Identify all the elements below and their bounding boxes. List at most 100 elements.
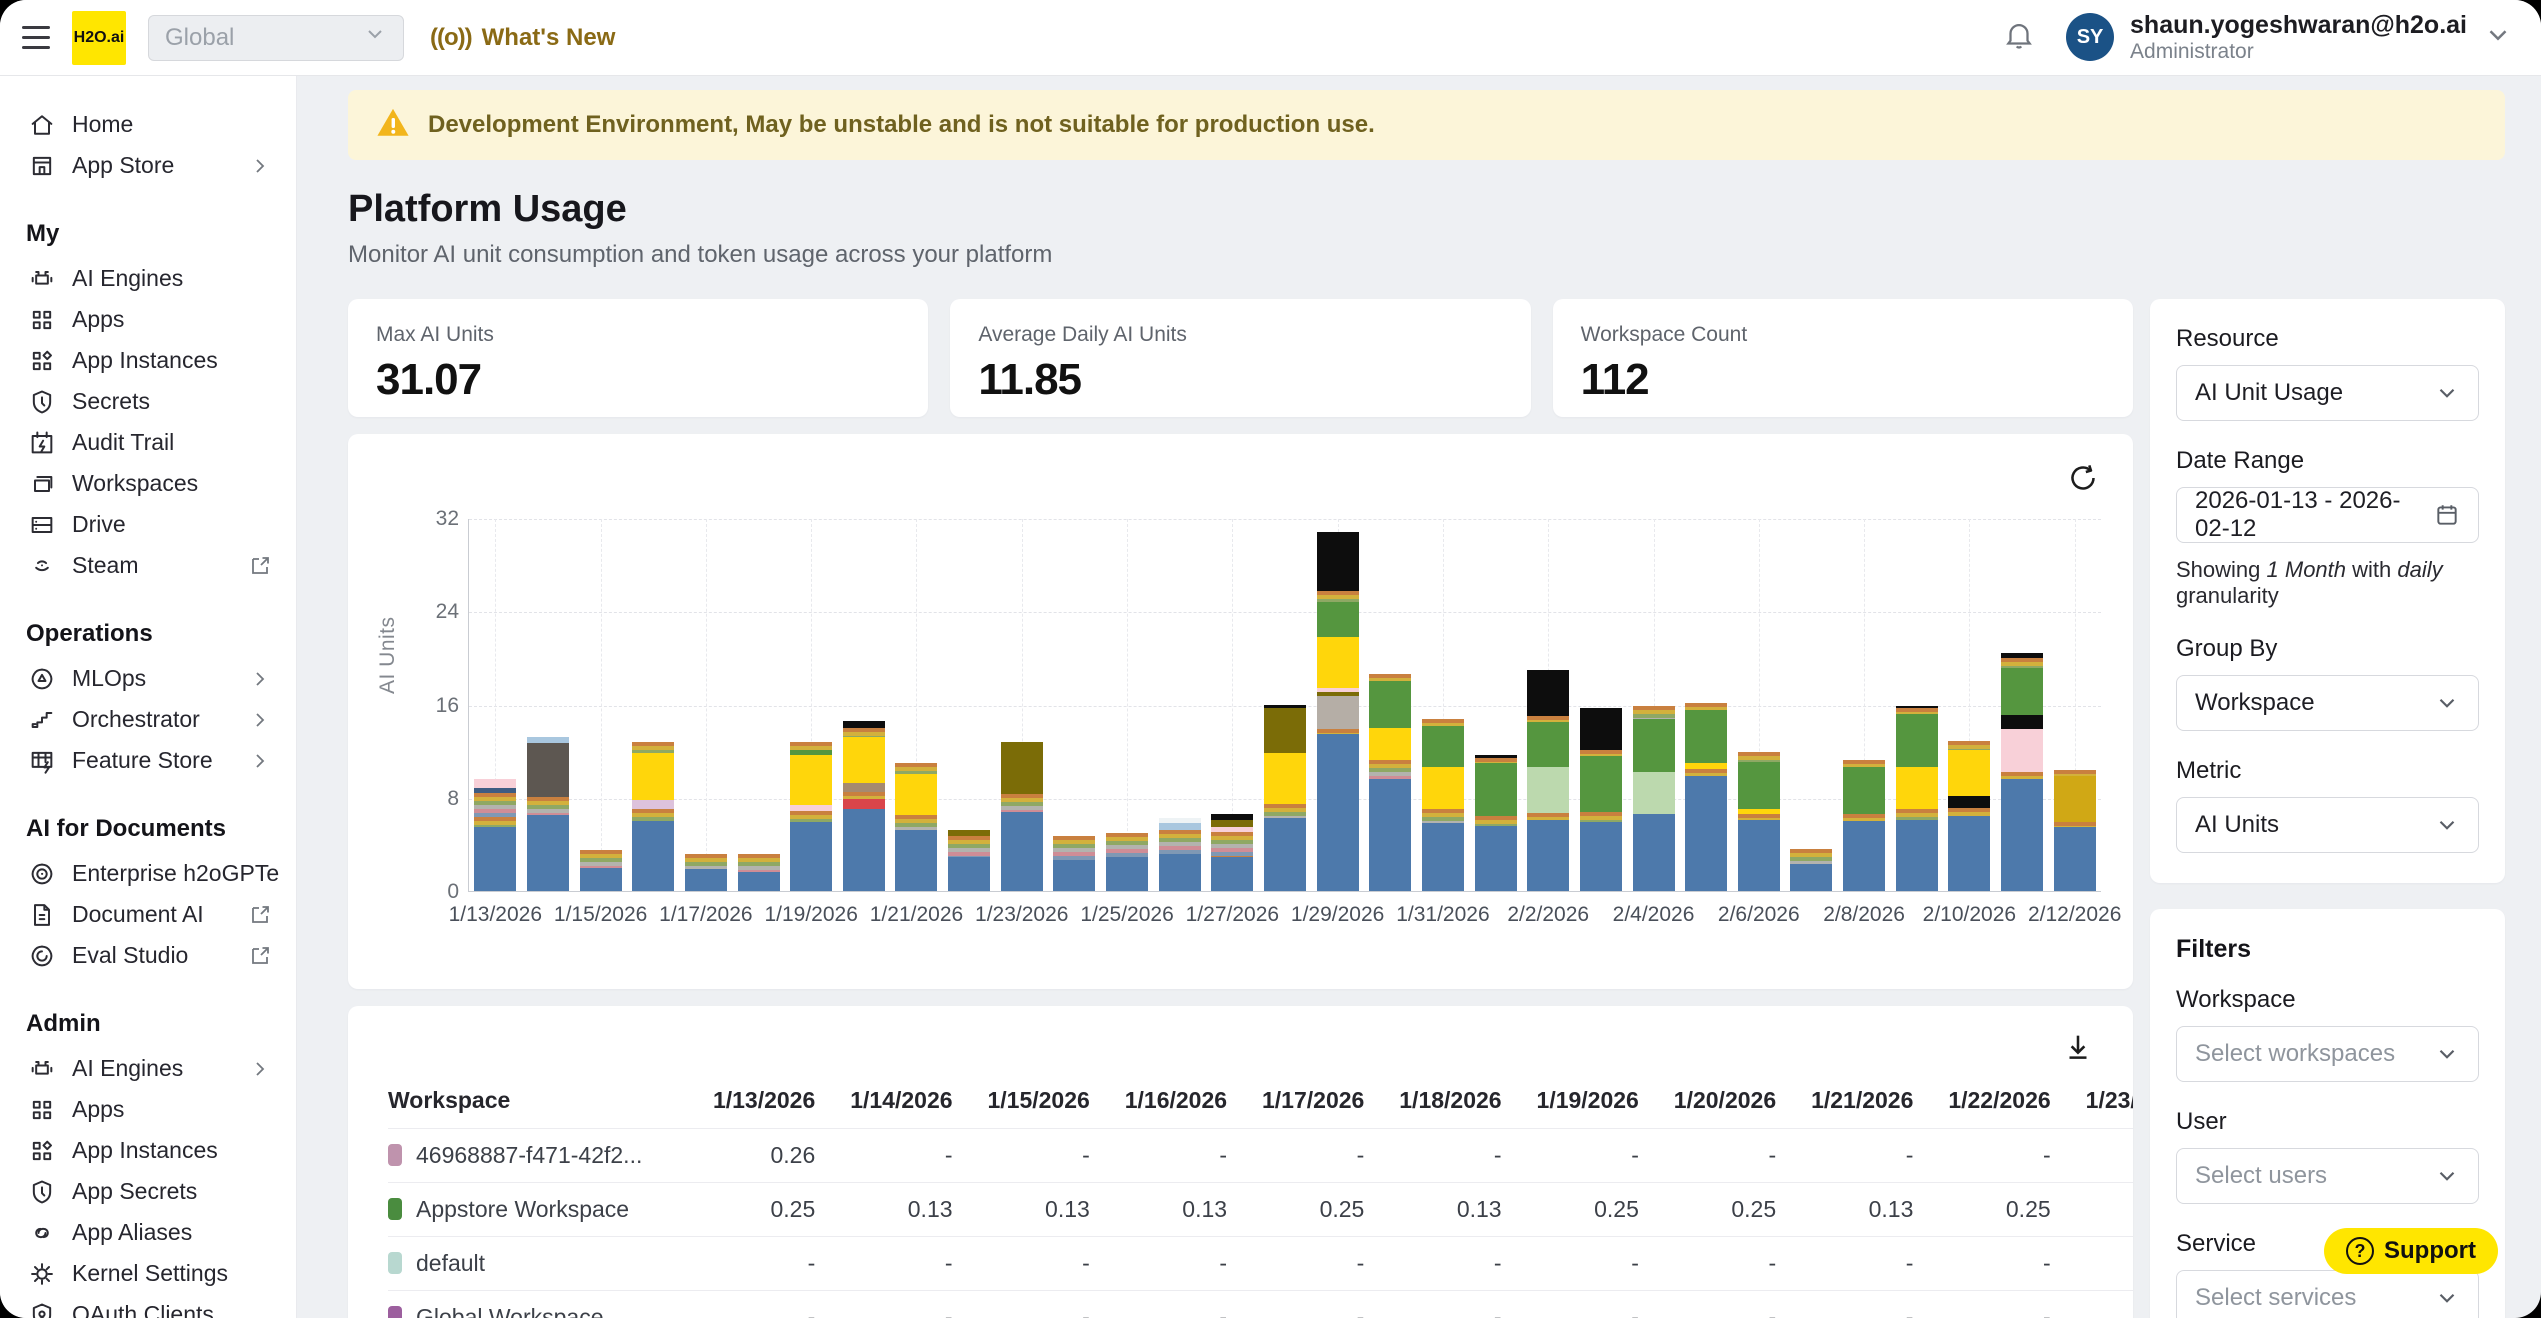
bar-1-27-2026[interactable] [1211,814,1254,891]
table-row[interactable]: Appstore Workspace 0.25 0.13 0.13 0.13 0.25 0.… [388,1182,2133,1237]
bar-segment [2001,715,2044,729]
bar-segment [2001,772,2044,780]
sidebar-item-ai-engines[interactable]: AI Engines [22,258,278,299]
bar-2-11-2026[interactable] [2001,653,2044,891]
bar-segment [1948,808,1991,817]
bar-2-9-2026[interactable] [1895,705,1938,891]
sidebar-item-apps[interactable]: Apps [22,299,278,340]
sidebar-item-app-store[interactable]: App Store [22,145,278,186]
bar-2-5-2026[interactable] [1685,703,1728,891]
bar-1-17-2026[interactable] [684,853,727,891]
sidebar-item-mlops[interactable]: MLOps [22,658,278,699]
app-store-icon [28,152,56,180]
bar-segment [474,788,517,794]
bar-1-24-2026[interactable] [1053,836,1096,891]
bar-segment [2001,729,2044,773]
bar-1-30-2026[interactable] [1369,674,1412,891]
table-row[interactable]: 46968887-f471-42f2...0.26---------- [388,1128,2133,1183]
sidebar-item-ai-engines[interactable]: AI Engines [22,1048,278,1089]
table-row[interactable]: Global Workspace----------- [388,1290,2133,1318]
bar-1-29-2026[interactable] [1316,532,1359,891]
table-row[interactable]: default----------- [388,1236,2133,1291]
sidebar-item-app-secrets[interactable]: App Secrets [22,1171,278,1212]
sidebar-item-document-ai[interactable]: Document AI [22,894,278,935]
bar-1-14-2026[interactable] [526,737,569,891]
sidebar-item-oauth-clients[interactable]: OAuth Clients [22,1294,278,1318]
sidebar-item-drive[interactable]: Drive [22,504,278,545]
bar-segment [790,804,833,811]
bar-segment [1843,814,1886,822]
refresh-icon[interactable] [2063,458,2103,498]
resource-select[interactable]: AI Unit Usage [2176,365,2479,421]
home-icon [28,111,56,139]
bar-2-4-2026[interactable] [1632,705,1675,891]
sidebar-item-enterprise-h2ogpte[interactable]: Enterprise h2oGPTe [22,853,279,894]
bar-segment [632,821,675,891]
bar-1-15-2026[interactable] [579,850,622,891]
bar-2-10-2026[interactable] [1948,740,1991,891]
date-range-value: 2026-01-13 - 2026-02-12 [2195,487,2401,542]
bar-segment [1579,822,1622,891]
bar-1-19-2026[interactable] [790,741,833,891]
sidebar-item-home[interactable]: Home [22,104,278,145]
notifications-bell-icon[interactable] [2002,18,2036,57]
bar-segment [1369,779,1412,891]
bar-segment [1316,691,1359,697]
bar-segment [1579,811,1622,823]
bar-1-28-2026[interactable] [1264,704,1306,891]
sidebar-item-eval-studio[interactable]: Eval Studio [22,935,278,976]
bar-1-25-2026[interactable] [1106,832,1149,891]
page-title: Platform Usage [348,188,627,230]
sidebar-item-feature-store[interactable]: Feature Store [22,740,278,781]
group-by-select[interactable]: Workspace [2176,675,2479,731]
bar-segment [474,793,517,827]
support-label: Support [2384,1237,2476,1264]
sidebar-item-steam[interactable]: Steam [22,545,278,586]
bar-2-7-2026[interactable] [1790,849,1833,891]
h2o-logo[interactable]: H2O.ai [72,10,126,65]
sidebar-item-secrets[interactable]: Secrets [22,381,278,422]
bar-2-3-2026[interactable] [1579,708,1622,891]
bar-1-16-2026[interactable] [632,741,675,891]
sidebar-item-apps[interactable]: Apps [22,1089,278,1130]
bar-1-23-2026[interactable] [1000,741,1043,891]
sidebar-item-workspaces[interactable]: Workspaces [22,463,278,504]
sidebar-item-app-instances[interactable]: App Instances [22,1130,278,1171]
sidebar-item-label: App Secrets [72,1178,198,1204]
bar-1-22-2026[interactable] [948,830,991,891]
user-menu[interactable]: SY shaun.yogeshwaran@h2o.ai Administrato… [2066,11,2513,64]
bar-segment [1106,832,1149,858]
bar-2-8-2026[interactable] [1843,760,1886,891]
metric-select[interactable]: AI Units [2176,797,2479,853]
sidebar-item-app-instances[interactable]: App Instances [22,340,278,381]
bar-2-1-2026[interactable] [1474,754,1517,891]
sidebar-item-kernel-settings[interactable]: Kernel Settings [22,1253,278,1294]
support-button[interactable]: ? Support [2324,1228,2498,1274]
bar-2-12-2026[interactable] [2053,769,2096,891]
bar-2-6-2026[interactable] [1737,752,1780,891]
download-icon[interactable] [2059,1028,2097,1066]
filter-select-workspace[interactable]: Select workspaces [2176,1026,2479,1082]
sidebar-item-orchestrator[interactable]: Orchestrator [22,699,278,740]
bar-1-21-2026[interactable] [895,762,938,891]
bar-1-31-2026[interactable] [1421,718,1464,891]
filter-select-service[interactable]: Select services [2176,1270,2479,1318]
date-range-input[interactable]: 2026-01-13 - 2026-02-12 [2176,487,2479,543]
bar-2-2-2026[interactable] [1527,669,1570,891]
bar-segment [526,742,569,797]
external-link-icon [248,903,272,927]
whats-new-link[interactable]: ((o)) What's New [430,24,615,52]
sidebar-item-label: Home [72,111,134,137]
orchestrator-icon [28,706,56,734]
bar-1-26-2026[interactable] [1158,817,1201,891]
global-workspace-select[interactable]: Global [148,14,404,61]
usage-value: - [1776,1128,1914,1183]
bar-segment [1895,809,1938,820]
hamburger-menu-icon[interactable] [14,16,58,60]
bar-1-20-2026[interactable] [842,720,885,891]
sidebar-item-audit-trail[interactable]: Audit Trail [22,422,278,463]
filter-select-user[interactable]: Select users [2176,1148,2479,1204]
bar-1-13-2026[interactable] [474,779,517,891]
sidebar-item-app-aliases[interactable]: App Aliases [22,1212,278,1253]
bar-1-18-2026[interactable] [737,853,780,891]
